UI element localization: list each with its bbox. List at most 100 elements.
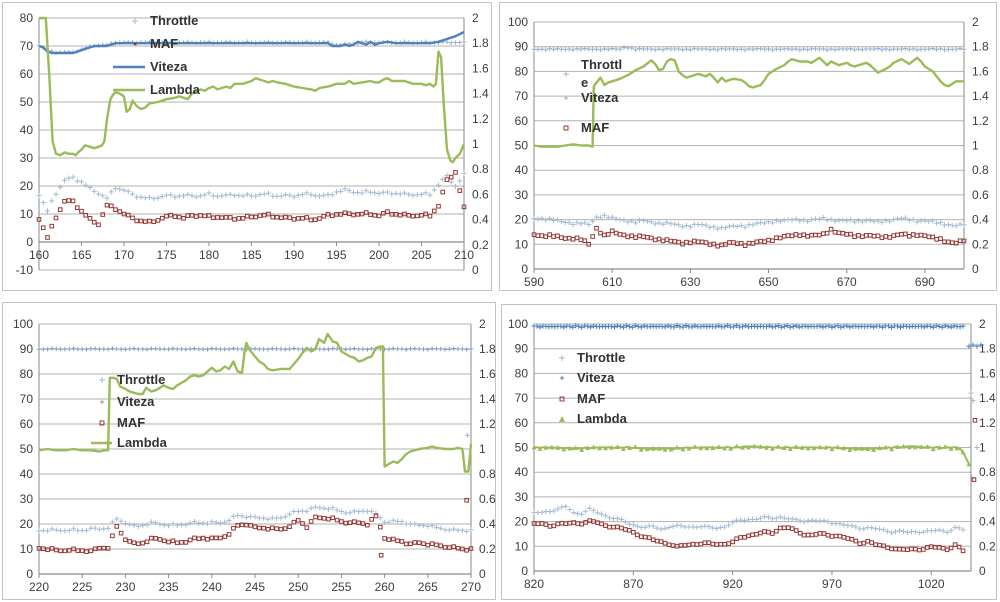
- right-axis-label: 1.2: [479, 417, 496, 431]
- chart-canvas-top-right: 590 610 630 650 670 6901009080706050403020100…: [508, 15, 989, 289]
- x-tick-label: 180: [199, 248, 219, 262]
- legend-entry-viteza: Viteza: [113, 58, 187, 76]
- maf-legend-marker-icon: [559, 396, 565, 402]
- x-tick-label: 265: [418, 580, 438, 594]
- left-axis-label: 90: [515, 342, 529, 356]
- right-axis-label: 0: [972, 262, 979, 276]
- x-tick-label: 970: [822, 577, 842, 591]
- left-axis-label: 60: [515, 114, 529, 128]
- chart-canvas-bottom-left: 220 225 230 235 240 245 250 255 260 265 2701009080…: [13, 317, 496, 594]
- left-axis-label: 0: [26, 235, 33, 249]
- chart-panel-top-left: 160 165 170 175 180 185 190 195 200 205 210 80 70 60 5…: [2, 2, 492, 291]
- x-tick-label: 160: [29, 248, 49, 262]
- left-axis-label: 10: [515, 539, 529, 553]
- x-tick-label: 920: [723, 577, 743, 591]
- legend-label: MAF: [117, 415, 146, 430]
- right-axis-label: 0.2: [979, 539, 996, 553]
- x-tick-label: 170: [114, 248, 134, 262]
- left-axis-label: 80: [515, 64, 529, 78]
- left-axis-label: 50: [515, 441, 529, 455]
- x-tick-label: 225: [72, 580, 92, 594]
- left-axis-label: 10: [20, 542, 34, 556]
- x-tick-label: 210: [454, 248, 474, 262]
- x-tick-label: 235: [159, 580, 179, 594]
- x-tick-label: 670: [837, 275, 857, 289]
- right-axis-label: 0.2: [972, 237, 989, 251]
- x-tick-label: 200: [369, 248, 389, 262]
- maf-legend-marker-icon: [99, 420, 105, 426]
- legend-label: MAF: [577, 391, 606, 406]
- right-axis-label: 1.6: [979, 366, 996, 380]
- left-axis-label: 90: [20, 342, 34, 356]
- right-axis-label: 0.4: [472, 213, 489, 227]
- right-axis-label: 0.2: [479, 542, 496, 556]
- right-axis-label: 0: [979, 564, 986, 578]
- left-axis-label: 20: [20, 517, 34, 531]
- legend-entry-throttle: Throttle: [113, 12, 198, 30]
- left-axis-label: 10: [20, 207, 34, 221]
- right-axis-label: 0.6: [979, 490, 996, 504]
- maf-legend-marker-icon: [563, 125, 569, 131]
- right-axis-label: 1.8: [479, 342, 496, 356]
- x-tick-label: 870: [623, 577, 643, 591]
- left-axis-label: 30: [20, 492, 34, 506]
- right-axis-label: 0.2: [472, 238, 489, 252]
- right-axis-label: 0.6: [472, 187, 489, 201]
- x-tick-label: 220: [29, 580, 49, 594]
- right-axis-label: 0.8: [972, 163, 989, 177]
- series-viteza: [531, 45, 967, 53]
- right-axis-label: 0.4: [972, 213, 989, 227]
- left-axis-label: 50: [20, 442, 34, 456]
- chart-canvas-top-left: 160 165 170 175 180 185 190 195 200 205 2108070605…: [16, 11, 489, 277]
- left-axis-label: 50: [515, 139, 529, 153]
- legend-label: MAF: [581, 120, 610, 135]
- x-tick-label: 820: [524, 577, 544, 591]
- right-axis-label: 1.6: [472, 61, 489, 75]
- left-axis-label: 0: [521, 262, 528, 276]
- series-throttle: [531, 212, 967, 232]
- right-axis-label: 1: [472, 137, 479, 151]
- lambda-legend-line-icon: [91, 441, 112, 445]
- series-viteza: [531, 322, 984, 349]
- right-axis-label: 1.8: [472, 36, 489, 50]
- series-maf: [36, 497, 474, 558]
- throttle-legend-marker-icon: [559, 354, 565, 361]
- legend-entry-lambda: Lambda: [113, 81, 200, 99]
- right-axis-label: 0.6: [972, 188, 989, 202]
- x-tick-label: 195: [326, 248, 346, 262]
- right-axis-label: 1.2: [979, 416, 996, 430]
- left-axis-label: 60: [20, 417, 34, 431]
- x-tick-label: 250: [288, 580, 308, 594]
- x-tick-label: 260: [375, 580, 395, 594]
- legend-label: Viteza: [117, 394, 155, 409]
- left-axis-label: 70: [20, 392, 34, 406]
- left-axis-label: 30: [515, 188, 529, 202]
- legend-entry-maf: MAF: [113, 35, 178, 53]
- left-axis-label: 80: [515, 366, 529, 380]
- chart-panel-bottom-right: 820 870 920 970 1020 100 90 80 70 60 50 40 30 20 10 0 2 1…: [501, 304, 997, 600]
- left-axis-label: 90: [515, 40, 529, 54]
- left-axis-label: 20: [515, 515, 529, 529]
- throttle-legend-marker-icon: [99, 376, 105, 383]
- left-axis-label: 40: [20, 123, 34, 137]
- right-axis-label: 1.6: [479, 367, 496, 381]
- right-axis-label: 1.2: [472, 112, 489, 126]
- left-axis-label: 10: [515, 237, 529, 251]
- left-axis-label: 30: [515, 490, 529, 504]
- x-tick-label: 190: [284, 248, 304, 262]
- legend-label: Throttle: [117, 372, 166, 387]
- legend-label: Lambda: [577, 411, 627, 426]
- legend-entry-lambda: Lambda: [91, 434, 167, 452]
- right-axis-label: 1: [479, 442, 486, 456]
- legend-entry-viteza: Viteza: [556, 369, 614, 387]
- legend-label: Lambda: [150, 82, 200, 97]
- legend-entry-viteza: Viteza: [91, 393, 154, 411]
- legend-label: Viteza: [150, 59, 188, 74]
- left-axis-label: 100: [508, 15, 528, 29]
- right-axis-label: 0.6: [479, 492, 496, 506]
- viteza-legend-marker-icon: [99, 399, 105, 404]
- maf-legend-marker-icon: [133, 42, 137, 46]
- legend-entry-throttle: Throttle: [91, 371, 165, 389]
- series-throttle: [36, 432, 474, 535]
